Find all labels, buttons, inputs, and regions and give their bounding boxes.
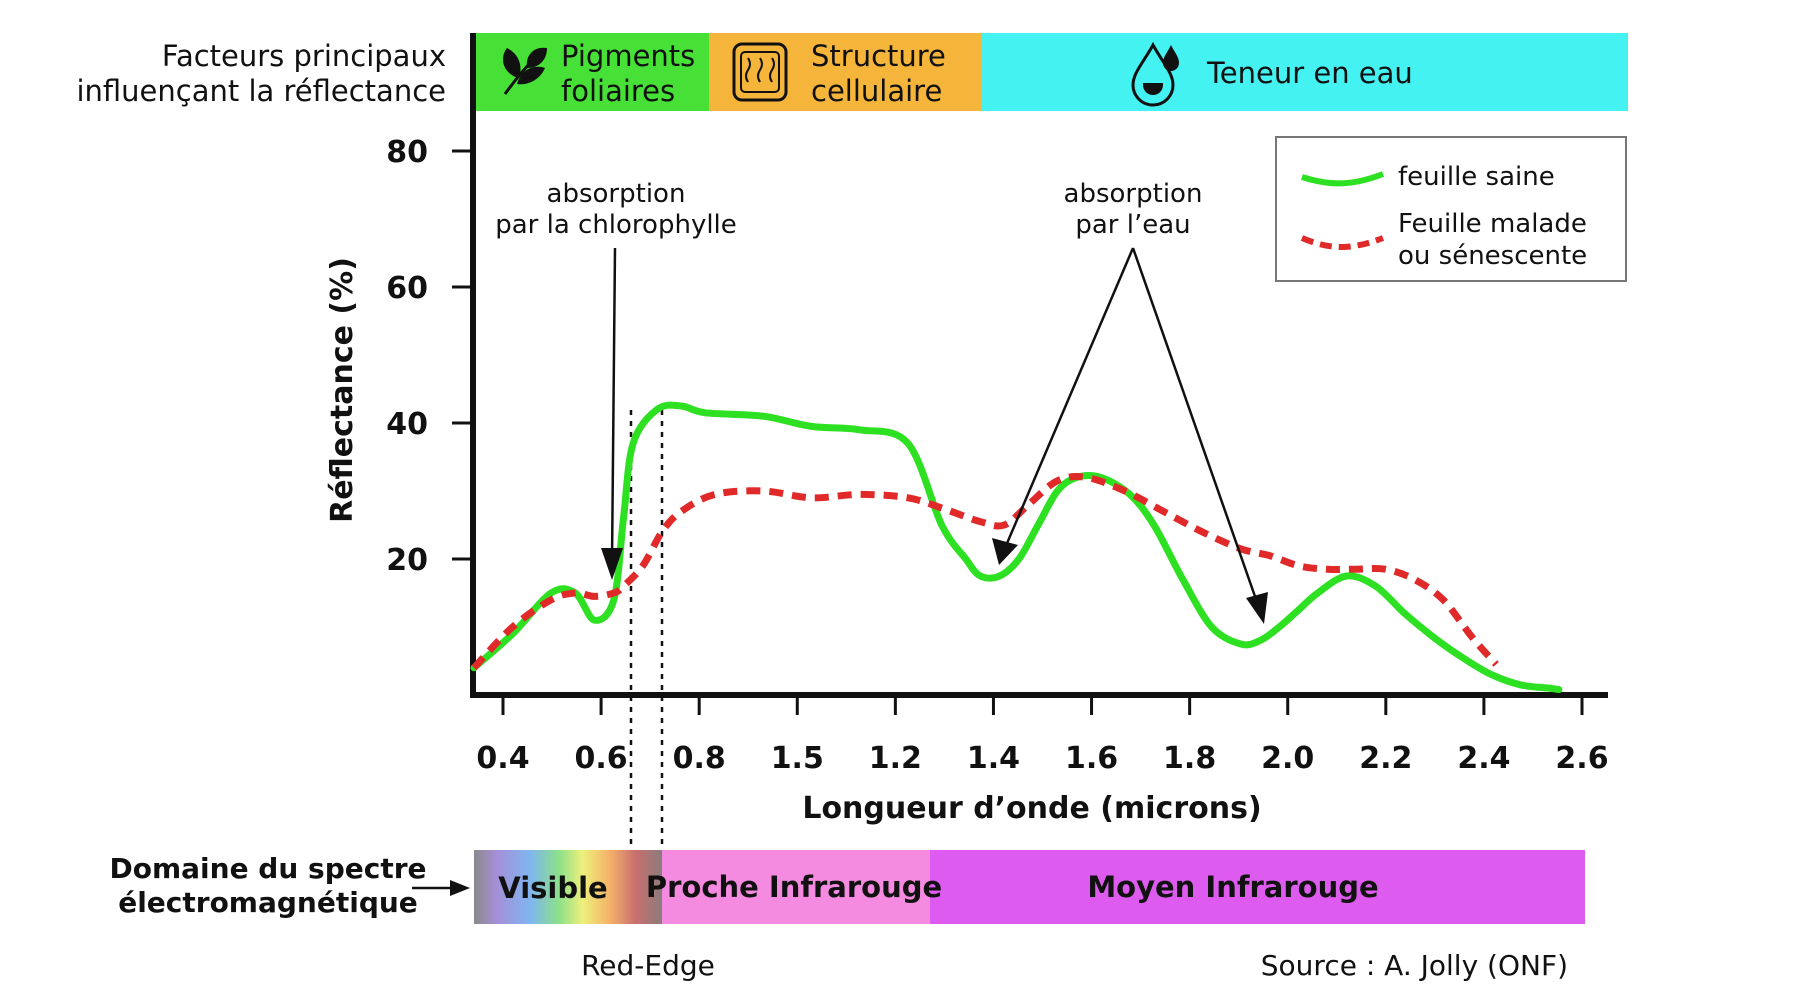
x-tick-label: 1.8: [1163, 741, 1216, 776]
factors-header: Facteurs principaux influençant la réfle…: [76, 33, 1628, 111]
factor-band-water: [981, 33, 1628, 111]
red-edge-label: Red-Edge: [581, 949, 715, 982]
y-tick-label: 20: [386, 543, 428, 578]
x-tick-label: 1.2: [869, 741, 922, 776]
annotation-water: absorption par l’eau: [992, 179, 1268, 624]
x-tick-label: 1.4: [967, 741, 1020, 776]
x-tick-label: 0.8: [673, 741, 726, 776]
spectrum-band-mid-infrared-label: Moyen Infrarouge: [1087, 870, 1378, 904]
annotation-chlorophyll-arrow: [610, 247, 617, 563]
annotation-water-line-2: par l’eau: [1075, 210, 1190, 240]
factor-structure-line-1: Structure: [811, 39, 946, 73]
legend: feuille saine Feuille malade ou sénescen…: [1275, 136, 1627, 282]
annotation-water-line-1: absorption: [1064, 179, 1203, 209]
spectrum-band-near-infrared: [662, 850, 930, 924]
series-line-healthy-leaf: [470, 401, 1563, 694]
x-tick-label: 1.5: [771, 741, 824, 776]
spectrum-band-visible: [474, 850, 662, 924]
y-tick-label: 40: [386, 407, 428, 442]
source-credit: Source : A. Jolly (ONF): [1261, 949, 1568, 982]
factor-band-structure: [709, 33, 981, 111]
annotation-water-arrowhead-left: [992, 538, 1018, 565]
x-axis-title: Longueur d’onde (microns): [802, 791, 1261, 826]
water-drop-icon: [1131, 41, 1179, 107]
factor-structure-line-2: cellulaire: [811, 74, 942, 108]
spectrum-heading-line-2: électromagnétique: [118, 886, 418, 919]
y-tick-label: 80: [386, 135, 428, 170]
y-axis-title: Réflectance (%): [325, 257, 360, 523]
factors-heading-line-2: influençant la réflectance: [76, 74, 446, 108]
factor-water-label: Teneur en eau: [1206, 56, 1413, 90]
x-tick-label: 2.4: [1457, 741, 1510, 776]
factor-pigments-line-2: foliaires: [561, 74, 675, 108]
legend-label-diseased-line-1: Feuille malade: [1398, 209, 1587, 239]
legend-box: [1275, 136, 1627, 282]
spectrum-band-visible-label: Visible: [498, 871, 607, 905]
factor-pigments-line-1: Pigments: [561, 39, 695, 73]
annotation-water-arrow-left: [1003, 247, 1135, 549]
spectrum-section: Domaine du spectre électromagnétique Vis…: [109, 850, 1585, 924]
x-tick-label: 2.0: [1261, 741, 1314, 776]
legend-label-diseased-line-2: ou sénescente: [1398, 241, 1587, 271]
annotation-water-arrow-right: [1131, 247, 1260, 606]
leaf-icon: [503, 47, 547, 95]
spectrum-pointer-arrowhead: [450, 880, 470, 896]
axes: [470, 33, 1608, 698]
cell-structure-icon: [732, 42, 788, 102]
x-tick-label: 0.6: [575, 741, 628, 776]
legend-swatch-healthy: [1301, 171, 1385, 187]
spectrum-band-near-infrared-label: Proche Infrarouge: [646, 870, 942, 904]
annotation-chlorophyll: absorption par la chlorophylle: [495, 179, 737, 580]
annotation-chlorophyll-line-1: absorption: [547, 179, 686, 209]
annotation-chlorophyll-line-2: par la chlorophylle: [495, 210, 737, 240]
annotation-chlorophyll-arrowhead: [601, 548, 623, 580]
y-ticks: 20 40 60 80: [386, 135, 473, 578]
spectrum-heading-line-1: Domaine du spectre: [109, 852, 426, 885]
annotation-water-arrowhead-right: [1246, 592, 1268, 624]
x-tick-label: 2.6: [1555, 741, 1608, 776]
x-tick-label: 1.6: [1065, 741, 1118, 776]
spectrum-band-mid-infrared: [930, 850, 1585, 924]
factors-heading-line-1: Facteurs principaux: [162, 39, 446, 73]
x-tick-label: 0.4: [476, 741, 529, 776]
x-ticks: 0.4 0.6 0.8 1.5 1.2 1.4 1.6 1.8 2.0 2.2 2.4 2.6: [476, 697, 1609, 776]
legend-label-healthy: feuille saine: [1398, 162, 1555, 192]
y-tick-label: 60: [386, 271, 428, 306]
series-line-diseased-leaf: [471, 473, 1499, 671]
legend-swatch-diseased: [1300, 235, 1385, 250]
x-tick-label: 2.2: [1359, 741, 1412, 776]
